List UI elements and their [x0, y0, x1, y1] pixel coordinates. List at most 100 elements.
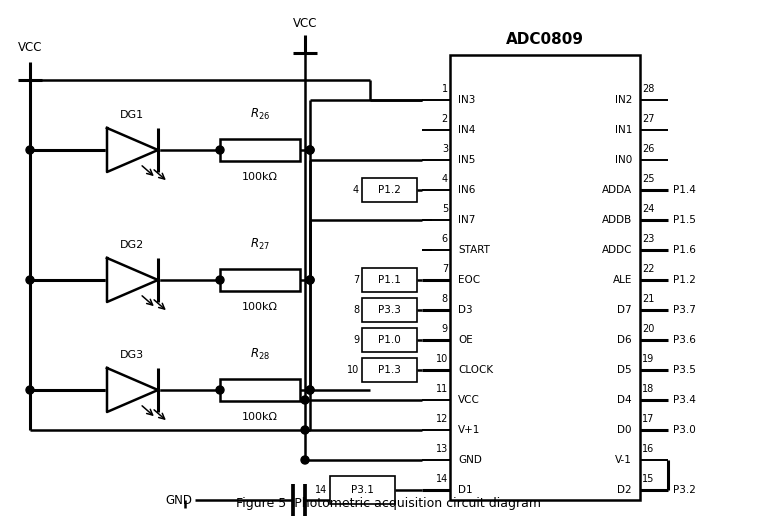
Circle shape	[26, 276, 34, 284]
Text: 7: 7	[353, 275, 359, 285]
Text: 17: 17	[642, 414, 654, 424]
Text: ADC0809: ADC0809	[506, 32, 584, 48]
Text: CLOCK: CLOCK	[458, 365, 493, 375]
Text: IN7: IN7	[458, 215, 476, 225]
Text: IN4: IN4	[458, 125, 476, 135]
Text: V-1: V-1	[615, 455, 632, 465]
Text: 16: 16	[642, 444, 654, 454]
Text: VCC: VCC	[18, 41, 42, 54]
Text: D2: D2	[618, 485, 632, 495]
Text: P1.4: P1.4	[673, 185, 696, 195]
Text: 2: 2	[442, 114, 448, 124]
Text: 26: 26	[642, 144, 654, 154]
Circle shape	[306, 386, 314, 394]
Text: 10: 10	[436, 354, 448, 364]
Text: D0: D0	[618, 425, 632, 435]
Text: IN1: IN1	[615, 125, 632, 135]
Text: D4: D4	[618, 395, 632, 405]
Bar	[362, 178, 417, 202]
Text: 3: 3	[442, 144, 448, 154]
Text: 14: 14	[315, 485, 327, 495]
Bar	[220, 139, 300, 161]
Text: DG2: DG2	[120, 240, 144, 250]
Text: D1: D1	[458, 485, 473, 495]
Text: $R_{26}$: $R_{26}$	[250, 107, 270, 122]
Text: 28: 28	[642, 84, 654, 94]
Text: 8: 8	[442, 294, 448, 304]
Text: VCC: VCC	[458, 395, 480, 405]
Text: $R_{28}$: $R_{28}$	[250, 347, 270, 362]
Circle shape	[301, 456, 309, 464]
Text: ADDA: ADDA	[602, 185, 632, 195]
Text: IN0: IN0	[615, 155, 632, 165]
Text: DG1: DG1	[120, 110, 144, 120]
Text: VCC: VCC	[293, 17, 317, 30]
Circle shape	[301, 396, 309, 404]
Text: P1.2: P1.2	[378, 185, 400, 195]
Circle shape	[216, 276, 224, 284]
Text: $R_{27}$: $R_{27}$	[250, 237, 270, 252]
Text: P3.5: P3.5	[673, 365, 696, 375]
Text: IN3: IN3	[458, 95, 476, 105]
Text: 1: 1	[442, 84, 448, 94]
Text: 7: 7	[442, 264, 448, 274]
Text: 9: 9	[442, 324, 448, 334]
Text: 21: 21	[642, 294, 654, 304]
Text: P1.6: P1.6	[673, 245, 696, 255]
Text: ADDB: ADDB	[601, 215, 632, 225]
Text: P1.3: P1.3	[378, 365, 400, 375]
Text: ALE: ALE	[612, 275, 632, 285]
Text: P3.1: P3.1	[351, 485, 373, 495]
Text: GND: GND	[458, 455, 482, 465]
Circle shape	[306, 386, 314, 394]
Text: IN2: IN2	[615, 95, 632, 105]
Bar	[450, 55, 640, 500]
Text: 11: 11	[436, 384, 448, 394]
Text: D5: D5	[618, 365, 632, 375]
Text: 9: 9	[353, 335, 359, 345]
Text: P1.1: P1.1	[378, 275, 400, 285]
Text: P3.0: P3.0	[673, 425, 696, 435]
Text: P3.2: P3.2	[673, 485, 696, 495]
Text: 19: 19	[642, 354, 654, 364]
Circle shape	[301, 426, 309, 434]
Text: START: START	[458, 245, 490, 255]
Text: 8: 8	[353, 305, 359, 315]
Text: 4: 4	[353, 185, 359, 195]
Text: 6: 6	[442, 234, 448, 244]
Bar	[362, 358, 417, 382]
Text: V+1: V+1	[458, 425, 480, 435]
Text: 10: 10	[347, 365, 359, 375]
Text: 100kΩ: 100kΩ	[242, 412, 278, 422]
Bar	[220, 379, 300, 401]
Text: D7: D7	[618, 305, 632, 315]
Circle shape	[216, 386, 224, 394]
Text: GND: GND	[165, 493, 192, 506]
Text: 13: 13	[436, 444, 448, 454]
Circle shape	[306, 276, 314, 284]
Bar	[330, 476, 395, 504]
Text: 15: 15	[642, 474, 654, 484]
Text: 12: 12	[435, 414, 448, 424]
Text: ADDC: ADDC	[601, 245, 632, 255]
Text: 23: 23	[642, 234, 654, 244]
Text: 27: 27	[642, 114, 654, 124]
Text: P3.6: P3.6	[673, 335, 696, 345]
Text: 100kΩ: 100kΩ	[242, 302, 278, 312]
Text: IN5: IN5	[458, 155, 476, 165]
Circle shape	[306, 146, 314, 154]
Text: 4: 4	[442, 174, 448, 184]
Text: 100kΩ: 100kΩ	[242, 172, 278, 182]
Text: EOC: EOC	[458, 275, 480, 285]
Text: P3.4: P3.4	[673, 395, 696, 405]
Text: DG3: DG3	[120, 350, 144, 360]
Text: Figure 5  Photometric acquisition circuit diagram: Figure 5 Photometric acquisition circuit…	[235, 497, 541, 510]
Text: P1.2: P1.2	[673, 275, 696, 285]
Text: OE: OE	[458, 335, 473, 345]
Bar	[362, 268, 417, 292]
Text: 20: 20	[642, 324, 654, 334]
Text: D3: D3	[458, 305, 473, 315]
Bar	[220, 269, 300, 291]
Circle shape	[216, 146, 224, 154]
Text: 24: 24	[642, 204, 654, 214]
